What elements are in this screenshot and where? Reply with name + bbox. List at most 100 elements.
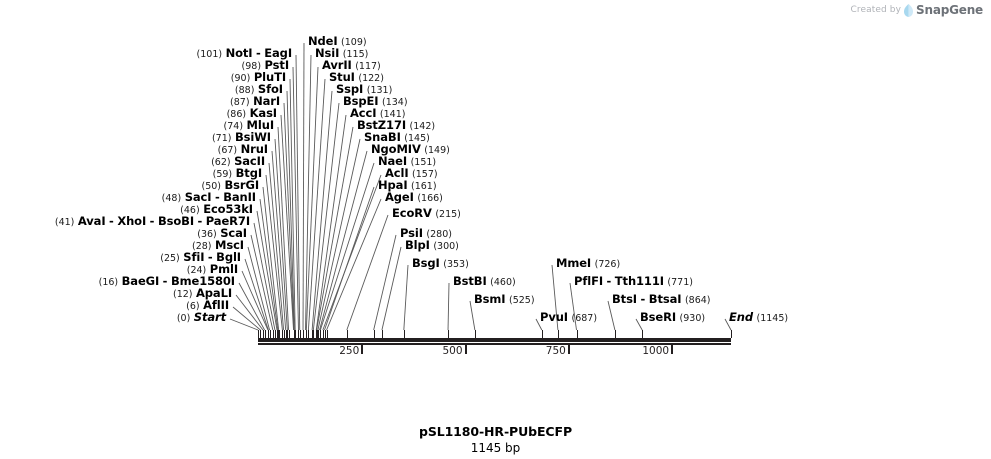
enzyme-label: (98) PstI [241, 59, 290, 73]
site-tick [313, 330, 315, 338]
site-tick [288, 330, 290, 338]
enzyme-label: (59) BtgI [213, 167, 262, 181]
enzyme-label: End (1145) [729, 311, 788, 325]
enzyme-label: SnaBI (145) [364, 131, 430, 145]
site-tick [557, 330, 559, 338]
enzyme-separator: - [197, 214, 203, 228]
enzyme-name: PflFI [574, 274, 604, 288]
enzyme-name: SacI [184, 190, 212, 204]
axis-tick [361, 345, 364, 354]
enzyme-position: (134) [381, 97, 408, 108]
site-tick [277, 330, 279, 338]
sequence-bar [258, 338, 731, 342]
enzyme-name: PvuI [540, 310, 568, 324]
leader-line [271, 150, 287, 331]
enzyme-name: SacII [234, 154, 265, 168]
leader-line [315, 114, 347, 331]
enzyme-position: (50) [201, 181, 221, 192]
enzyme-label: (36) ScaI [197, 227, 247, 241]
enzyme-position: (300) [433, 241, 459, 252]
enzyme-label: (86) KasI [227, 106, 278, 121]
enzyme-label: (50) BsrGI [201, 179, 259, 193]
leader-line [305, 54, 312, 331]
enzyme-name: BtsaI [648, 292, 682, 306]
snapgene-leaf-icon [904, 3, 914, 17]
enzyme-name: SspI [336, 82, 364, 96]
enzyme-position: (1145) [756, 313, 789, 324]
enzyme-name: BspEI [343, 94, 379, 108]
enzyme-name: AvrII [322, 58, 352, 72]
sequence-bar-shadow [258, 343, 731, 345]
enzyme-position: (353) [443, 259, 469, 270]
enzyme-name: BstZ17I [357, 118, 407, 132]
enzyme-label: (71) BsiWI [212, 131, 271, 145]
enzyme-position: (25) [160, 253, 180, 264]
enzyme-label: (46) Eco53kI [180, 203, 253, 217]
axis-tick-label: 1000 [642, 345, 670, 357]
plasmid-title-block: pSL1180-HR-PUbECFP 1145 bp [0, 424, 991, 455]
site-tick [283, 330, 285, 338]
enzyme-name: NotI [225, 46, 253, 60]
enzyme-label: PsiI (280) [400, 227, 452, 241]
site-tick [293, 330, 295, 338]
enzyme-separator: - [214, 190, 220, 204]
enzyme-position: (726) [594, 259, 621, 270]
enzyme-label: (74) MluI [223, 119, 275, 133]
site-tick [267, 330, 269, 338]
enzyme-name: BsmI [474, 292, 506, 306]
site-tick [381, 330, 383, 338]
leader-line [241, 270, 269, 331]
enzyme-position: (16) [98, 277, 119, 288]
enzyme-position: (687) [571, 313, 598, 324]
enzyme-position: (6) [186, 301, 200, 312]
enzyme-position: (28) [191, 241, 212, 252]
enzyme-position: (101) [196, 49, 223, 60]
site-tick [731, 330, 732, 338]
enzyme-position: (131) [366, 85, 393, 96]
enzyme-position: (98) [241, 61, 262, 72]
enzyme-name: SfoI [257, 82, 283, 96]
site-tick [320, 330, 322, 338]
enzyme-name: BseRI [640, 310, 677, 324]
leader-line [317, 138, 361, 331]
enzyme-name: PluTI [253, 70, 286, 84]
enzyme-position: (157) [412, 169, 438, 180]
enzyme-label: (16) BaeGI - Bme1580I [99, 275, 235, 289]
leader-line [274, 138, 288, 331]
enzyme-name: KasI [249, 106, 278, 120]
enzyme-label: NaeI (151) [378, 155, 436, 169]
site-tick [642, 330, 644, 338]
enzyme-position: (36) [197, 229, 217, 240]
enzyme-name: NarI [253, 94, 280, 108]
leader-line [326, 198, 382, 331]
enzyme-name: BanII [223, 190, 256, 204]
enzyme-label: BsmI (525) [474, 293, 535, 307]
site-tick [269, 330, 271, 338]
enzyme-name: End [729, 310, 753, 324]
site-tick [326, 330, 328, 338]
enzyme-position: (74) [223, 121, 244, 132]
enzyme-name: BsgI [412, 256, 440, 270]
leader-line [268, 162, 285, 331]
axis-tick [671, 345, 674, 354]
leader-line [302, 42, 305, 331]
leader-line [403, 264, 409, 331]
site-tick [324, 330, 326, 338]
leader-line [447, 282, 450, 331]
enzyme-label: PflFI - Tth111I (771) [574, 275, 693, 289]
site-tick [373, 330, 375, 338]
enzyme-name: NdeI [308, 34, 338, 48]
leader-line [295, 54, 301, 331]
leader-line [373, 234, 397, 331]
enzyme-separator: - [640, 292, 646, 306]
enzyme-name: XhoI [117, 214, 147, 228]
enzyme-name: SfiI [183, 250, 205, 264]
site-tick [258, 330, 259, 338]
enzyme-position: (0) [176, 313, 191, 324]
enzyme-label: NsiI (115) [315, 47, 368, 61]
axis-tick-label: 750 [545, 345, 566, 357]
leader-line [253, 222, 276, 331]
enzyme-label: (24) PmlI [187, 263, 238, 277]
